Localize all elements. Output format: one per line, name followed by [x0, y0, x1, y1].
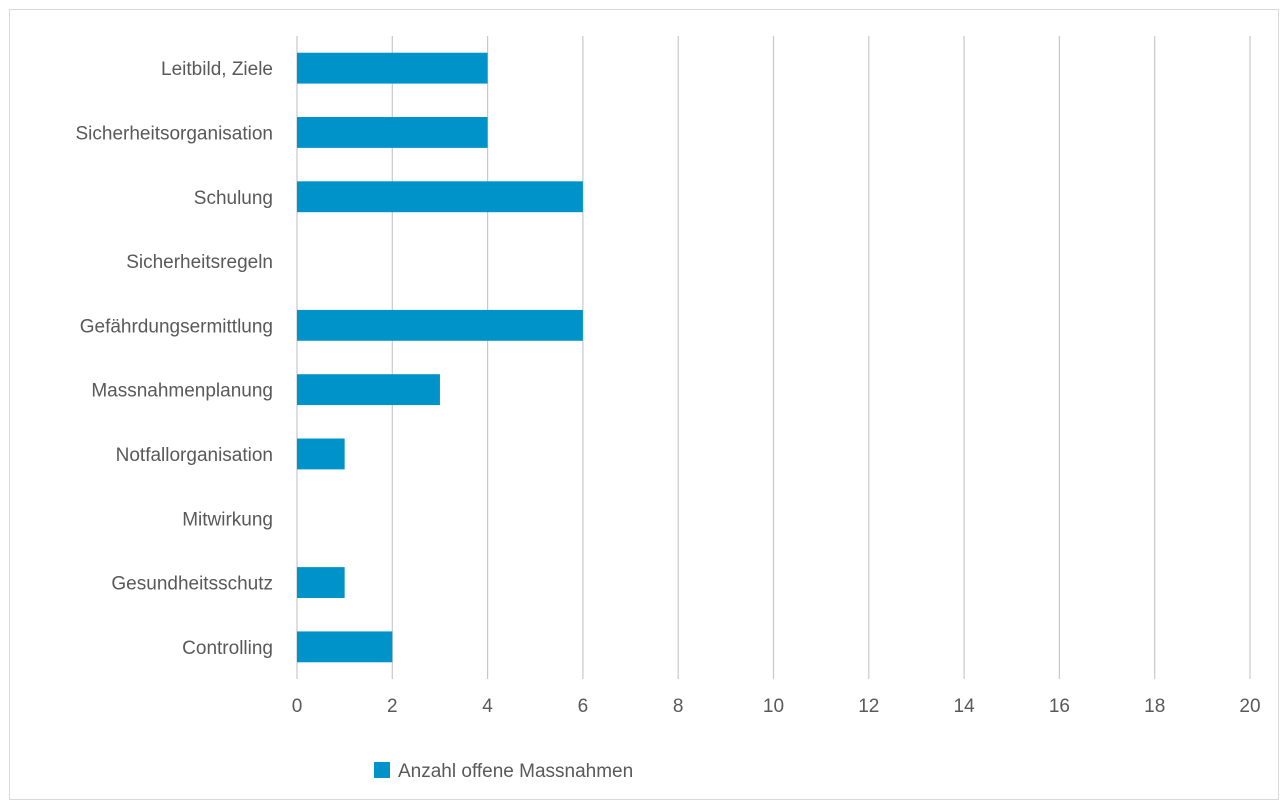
bars [297, 52, 583, 663]
bar-gefährdungsermittlung [297, 309, 583, 341]
category-label: Leitbild, Ziele [161, 59, 273, 80]
legend: Anzahl offene Massnahmen [374, 761, 633, 782]
category-label: Schulung [194, 188, 273, 209]
legend-swatch [374, 762, 390, 778]
bar-leitbild-ziele [297, 52, 488, 84]
bar-controlling [297, 631, 393, 663]
x-tick-label: 12 [858, 696, 879, 717]
x-tick-label: 18 [1144, 696, 1165, 717]
category-label: Sicherheitsregeln [126, 252, 273, 273]
category-label: Gesundheitsschutz [111, 574, 273, 595]
bar-sicherheitsorganisation [297, 117, 488, 148]
x-tick-label: 14 [954, 696, 976, 717]
x-tick-label: 0 [292, 696, 303, 717]
category-label: Mitwirkung [182, 509, 273, 530]
category-label: Notfallorganisation [116, 445, 273, 466]
bar-notfallorganisation [297, 438, 345, 470]
category-label: Gefährdungsermittlung [80, 316, 273, 337]
category-label: Controlling [182, 638, 273, 659]
x-tick-label: 8 [673, 696, 684, 717]
category-label: Massnahmenplanung [91, 381, 273, 402]
bar-schulung [297, 181, 583, 213]
bar-massnahmenplanung [297, 374, 440, 406]
x-axis-tick-labels: 0 2 4 6 8 10 12 14 16 18 20 [292, 696, 1261, 717]
category-labels: Leitbild, Ziele Sicherheitsorganisation Sc… [75, 59, 273, 659]
chart-frame [9, 9, 1279, 800]
x-tick-label: 16 [1049, 696, 1070, 717]
x-tick-label: 6 [578, 696, 589, 717]
x-tick-label: 10 [763, 696, 784, 717]
legend-label: Anzahl offene Massnahmen [398, 761, 633, 782]
category-label: Sicherheitsorganisation [75, 123, 273, 144]
bar-gesundheitsschutz [297, 567, 345, 598]
x-tick-label: 4 [482, 696, 493, 717]
x-tick-label: 20 [1239, 696, 1260, 717]
x-tick-label: 2 [387, 696, 398, 717]
